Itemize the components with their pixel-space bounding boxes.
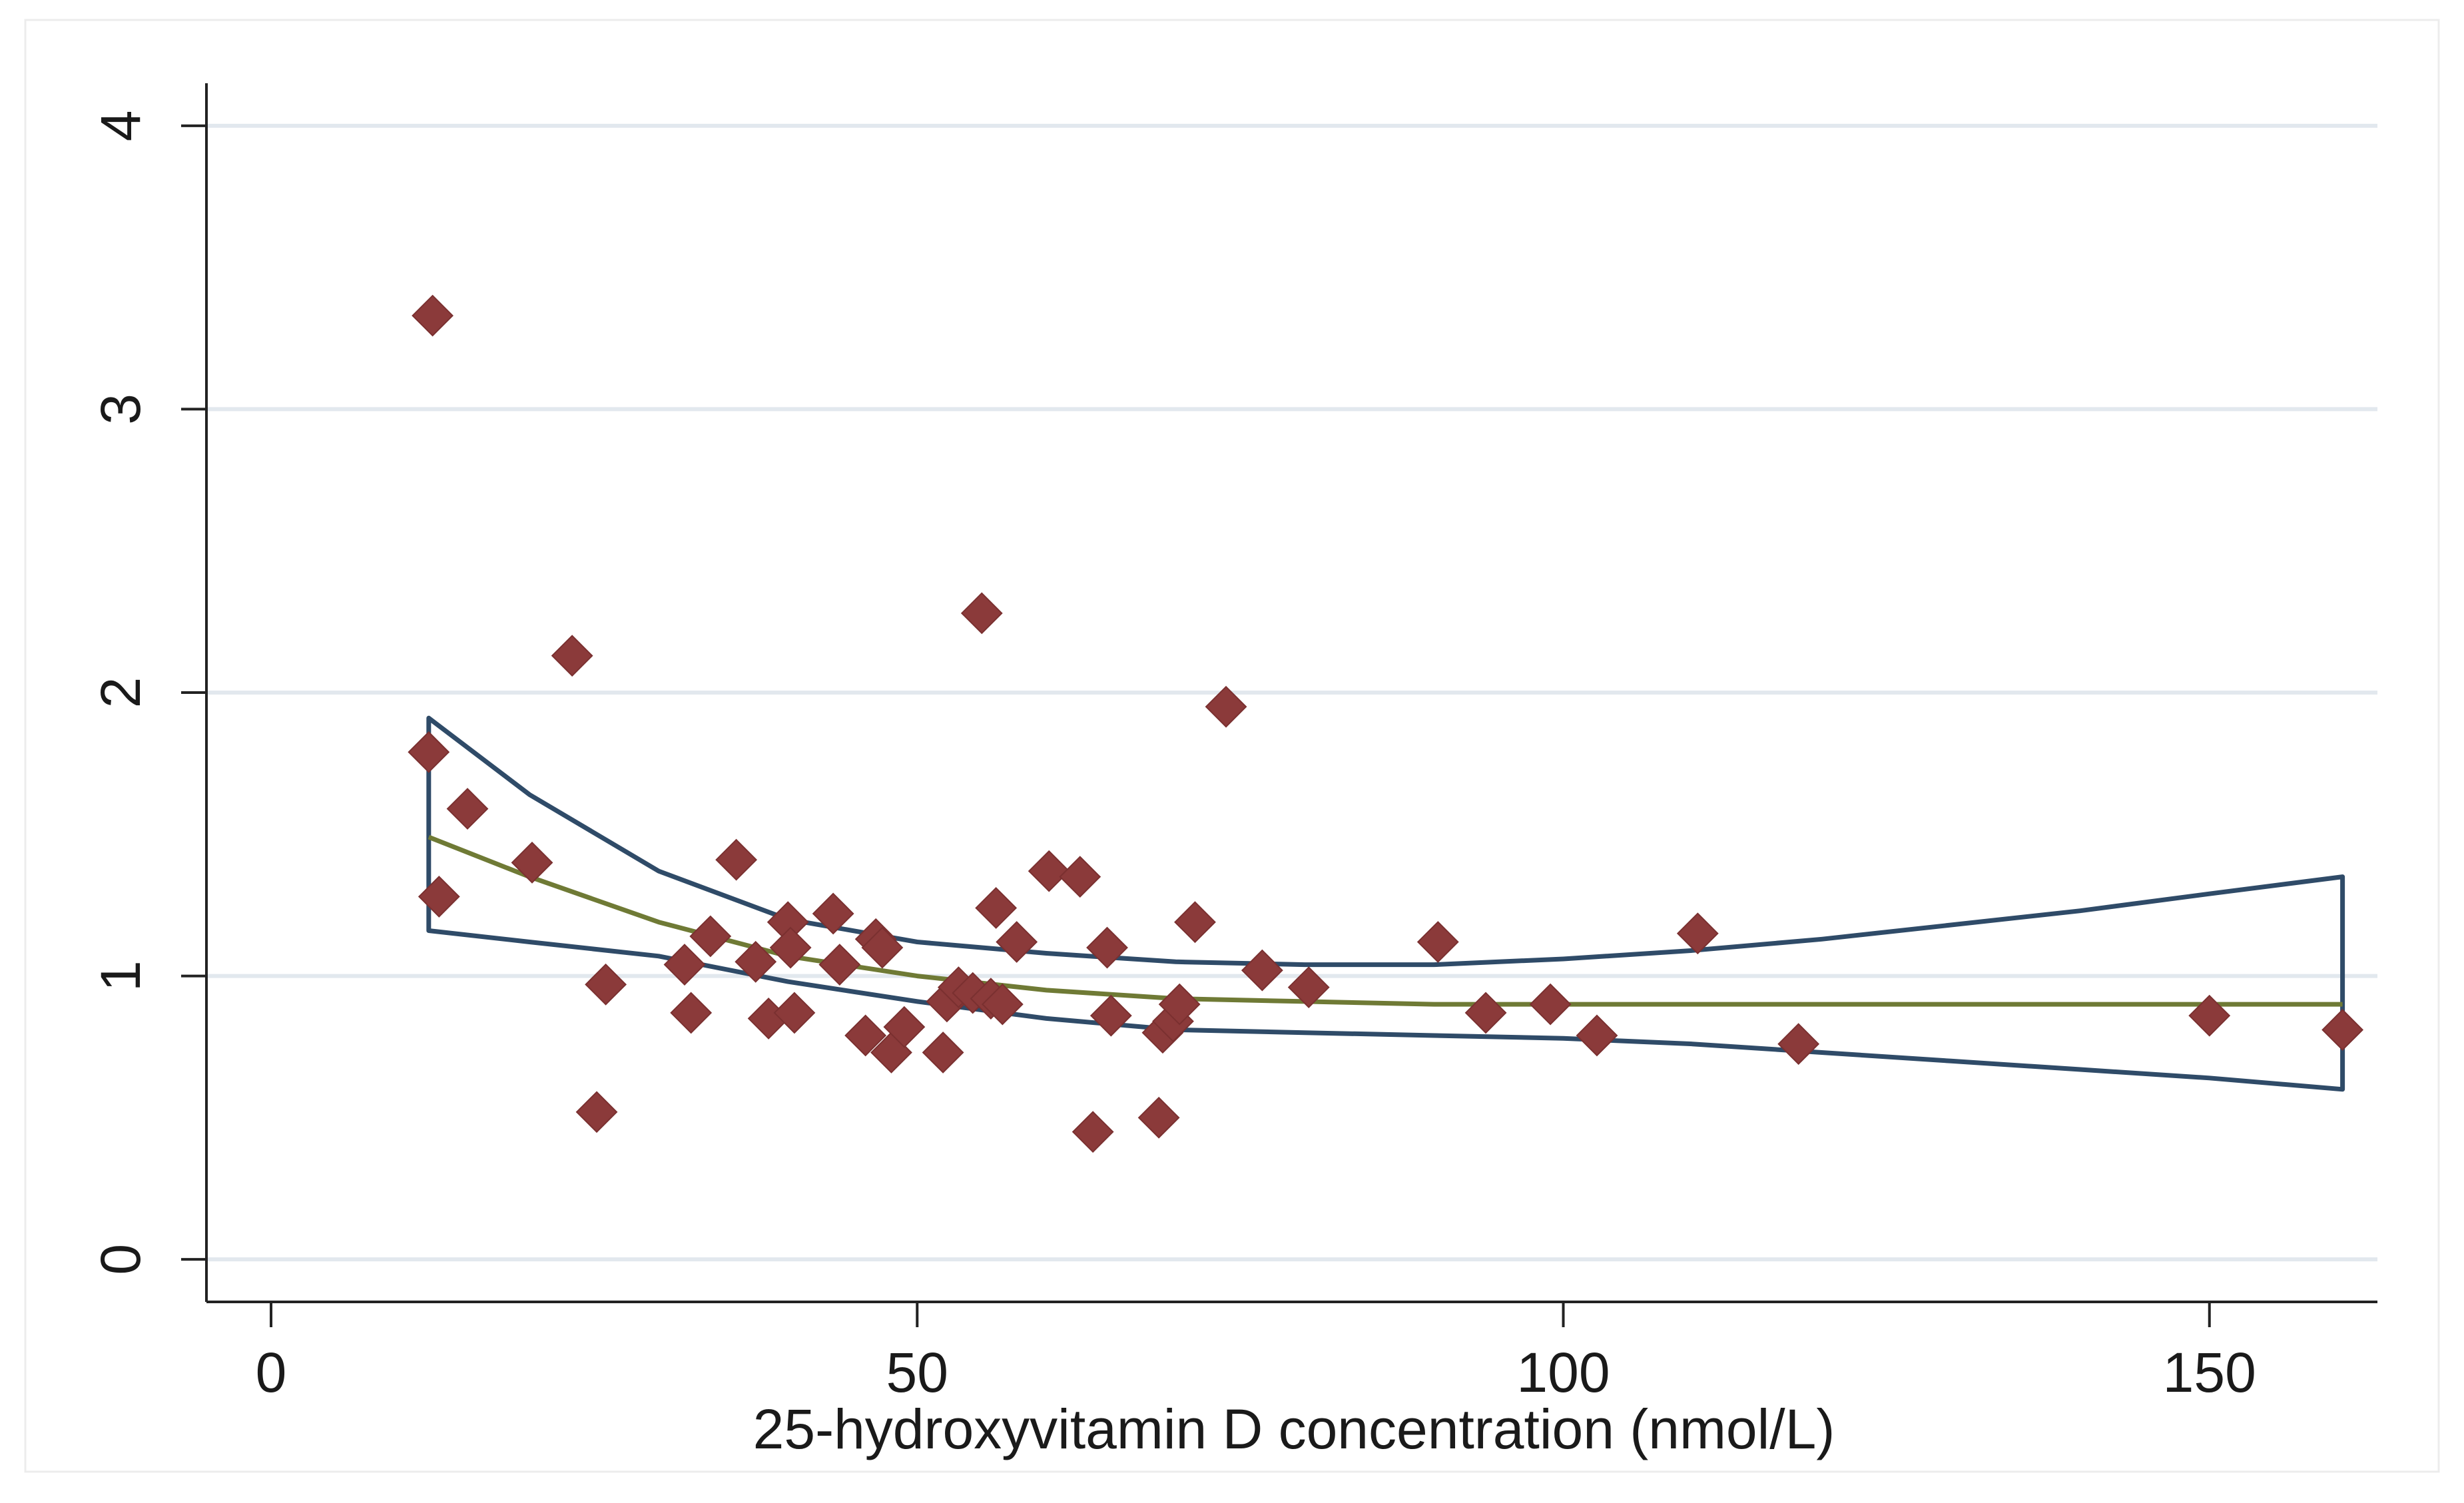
x-tick-label-150: 150 bbox=[2163, 1341, 2256, 1404]
data-point-31 bbox=[981, 983, 1024, 1026]
data-point-7 bbox=[585, 963, 627, 1006]
data-point-21 bbox=[861, 926, 904, 969]
data-point-37 bbox=[1089, 994, 1132, 1037]
scatter-points bbox=[408, 294, 2364, 1153]
data-point-1 bbox=[408, 731, 450, 773]
data-point-41 bbox=[1158, 983, 1201, 1026]
data-point-17 bbox=[812, 892, 854, 935]
data-point-4 bbox=[511, 841, 553, 884]
data-point-36 bbox=[1086, 926, 1128, 969]
data-point-32 bbox=[996, 921, 1038, 963]
data-point-15 bbox=[773, 992, 816, 1034]
data-point-6 bbox=[575, 1091, 618, 1133]
data-point-48 bbox=[1529, 983, 1572, 1026]
data-point-10 bbox=[689, 915, 732, 958]
data-point-0 bbox=[412, 294, 454, 337]
data-point-23 bbox=[883, 1006, 926, 1048]
data-point-18 bbox=[818, 944, 861, 986]
data-point-47 bbox=[1464, 992, 1507, 1034]
data-point-12 bbox=[735, 940, 777, 983]
y-tick-label-0: 0 bbox=[89, 1244, 152, 1275]
data-point-35 bbox=[1072, 1111, 1114, 1153]
data-point-28 bbox=[960, 592, 1003, 635]
data-point-9 bbox=[670, 992, 713, 1034]
data-point-34 bbox=[1059, 856, 1101, 898]
data-point-49 bbox=[1576, 1014, 1618, 1057]
data-point-46 bbox=[1416, 921, 1459, 963]
data-point-51 bbox=[1777, 1023, 1820, 1065]
y-tick-label-1: 1 bbox=[89, 960, 152, 992]
data-point-42 bbox=[1174, 901, 1216, 944]
x-tick-label-0: 0 bbox=[256, 1341, 287, 1404]
data-point-50 bbox=[1676, 912, 1719, 955]
y-tick-label-2: 2 bbox=[89, 677, 152, 709]
data-point-45 bbox=[1287, 966, 1330, 1009]
x-tick-label-50: 50 bbox=[886, 1341, 948, 1404]
data-point-43 bbox=[1205, 685, 1247, 728]
data-point-38 bbox=[1137, 1096, 1180, 1139]
data-point-3 bbox=[446, 788, 489, 830]
data-point-5 bbox=[551, 635, 593, 677]
x-axis-title: 25-hydroxyvitamin D concentration (nmol/… bbox=[753, 1398, 1835, 1460]
y-tick-label-3: 3 bbox=[89, 394, 152, 425]
data-point-52 bbox=[2188, 994, 2231, 1037]
data-point-33 bbox=[1028, 850, 1070, 892]
x-tick-label-100: 100 bbox=[1516, 1341, 1610, 1404]
data-point-2 bbox=[418, 876, 460, 918]
data-point-19 bbox=[844, 1014, 887, 1057]
data-point-53 bbox=[2321, 1009, 2364, 1051]
data-point-11 bbox=[715, 838, 758, 881]
axes: 0 1 2 3 4 0 50 100 150 bbox=[89, 83, 2377, 1404]
grid bbox=[206, 123, 2377, 1262]
y-tick-label-4: 4 bbox=[89, 110, 152, 141]
data-point-24 bbox=[922, 1032, 964, 1073]
data-point-44 bbox=[1241, 949, 1283, 992]
data-point-16 bbox=[769, 926, 812, 969]
figure-border bbox=[24, 19, 2440, 1473]
data-point-30 bbox=[975, 887, 1018, 929]
data-point-8 bbox=[663, 944, 706, 986]
